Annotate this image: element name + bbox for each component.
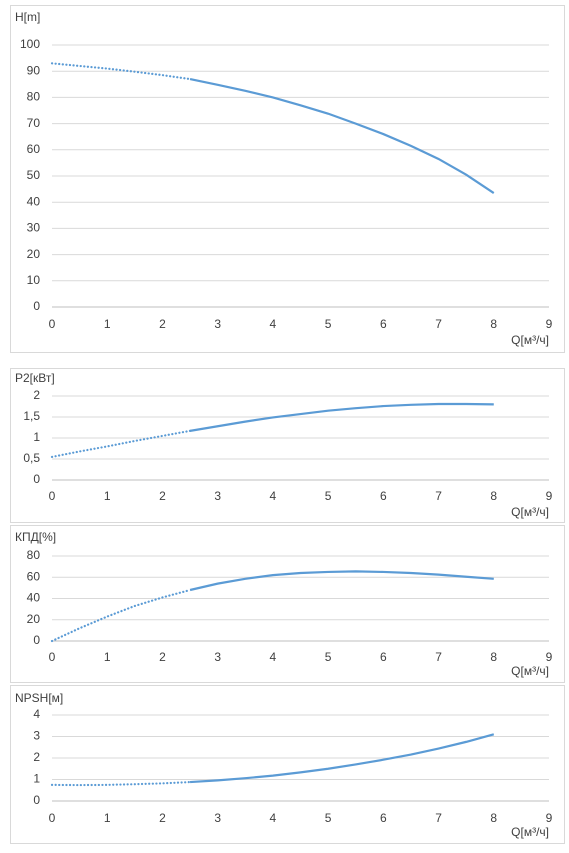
x-tick-label: 3	[214, 489, 221, 503]
x-tick-label: 1	[104, 811, 111, 825]
x-tick-label: 8	[490, 317, 497, 331]
x-tick-label: 9	[546, 811, 553, 825]
x-tick-label: 5	[325, 317, 332, 331]
x-tick-label: 4	[270, 650, 277, 664]
x-tick-label: 5	[325, 650, 332, 664]
x-tick-label: 0	[49, 811, 56, 825]
chart-title: H[m]	[15, 10, 40, 24]
y-tick-label: 40	[27, 194, 41, 208]
x-axis-label: Q[м³/ч]	[511, 505, 549, 519]
x-tick-label: 8	[490, 811, 497, 825]
y-tick-label: 10	[27, 273, 41, 287]
x-axis-label: Q[м³/ч]	[511, 333, 549, 347]
x-axis-label: Q[м³/ч]	[511, 664, 549, 678]
y-tick-label: 60	[27, 142, 41, 156]
y-tick-label: 80	[27, 90, 41, 104]
x-tick-label: 1	[104, 489, 111, 503]
x-tick-label: 7	[435, 317, 442, 331]
x-tick-label: 7	[435, 650, 442, 664]
x-tick-label: 4	[270, 317, 277, 331]
x-tick-label: 7	[435, 811, 442, 825]
x-tick-label: 5	[325, 811, 332, 825]
x-tick-label: 7	[435, 489, 442, 503]
curve	[50, 62, 192, 81]
x-tick-label: 9	[546, 489, 553, 503]
y-tick-label: 3	[33, 729, 40, 743]
y-tick-label: 1	[33, 430, 40, 444]
chart-title: P2[кВт]	[15, 371, 55, 385]
curve	[189, 402, 494, 432]
y-tick-label: 2	[33, 750, 40, 764]
chart-title: КПД[%]	[15, 530, 56, 544]
y-tick-label: 70	[27, 116, 41, 130]
x-tick-label: 4	[270, 489, 277, 503]
y-tick-label: 1	[33, 772, 40, 786]
x-tick-label: 8	[490, 489, 497, 503]
panel-border	[10, 5, 565, 353]
x-tick-label: 2	[159, 489, 166, 503]
panel-border	[10, 685, 565, 844]
x-tick-label: 2	[159, 317, 166, 331]
x-tick-label: 3	[214, 650, 221, 664]
y-tick-label: 1,5	[23, 409, 40, 423]
x-tick-label: 9	[546, 317, 553, 331]
curve	[50, 429, 192, 458]
y-tick-label: 0	[33, 472, 40, 486]
x-tick-label: 4	[270, 811, 277, 825]
panel-border	[10, 525, 565, 683]
x-tick-label: 0	[49, 650, 56, 664]
y-tick-label: 40	[27, 591, 41, 605]
y-tick-label: 60	[27, 569, 41, 583]
curve	[50, 780, 192, 787]
y-tick-label: 80	[27, 548, 41, 562]
chart-title: NPSH[м]	[15, 691, 63, 705]
y-tick-label: 4	[33, 707, 40, 721]
y-tick-label: 50	[27, 168, 41, 182]
y-tick-label: 0	[33, 793, 40, 807]
y-tick-label: 0,5	[23, 451, 40, 465]
y-tick-label: 0	[33, 633, 40, 647]
y-tick-label: 100	[20, 37, 40, 51]
x-tick-label: 0	[49, 489, 56, 503]
x-tick-label: 8	[490, 650, 497, 664]
x-tick-label: 2	[159, 650, 166, 664]
x-tick-label: 6	[380, 811, 387, 825]
y-tick-label: 20	[27, 612, 41, 626]
x-tick-label: 9	[546, 650, 553, 664]
curve	[189, 77, 495, 194]
x-tick-label: 6	[380, 317, 387, 331]
y-tick-label: 20	[27, 247, 41, 261]
y-tick-label: 2	[33, 388, 40, 402]
x-tick-label: 6	[380, 650, 387, 664]
x-axis-label: Q[м³/ч]	[511, 825, 549, 839]
panel-border	[10, 368, 565, 523]
y-tick-label: 90	[27, 63, 41, 77]
x-tick-label: 1	[104, 650, 111, 664]
curve	[189, 570, 494, 592]
y-tick-label: 30	[27, 221, 41, 235]
x-tick-label: 3	[214, 317, 221, 331]
x-tick-label: 5	[325, 489, 332, 503]
y-tick-label: 0	[33, 299, 40, 313]
curve	[50, 588, 192, 643]
x-tick-label: 2	[159, 811, 166, 825]
x-tick-label: 0	[49, 317, 56, 331]
curve	[189, 733, 495, 784]
x-tick-label: 6	[380, 489, 387, 503]
x-tick-label: 1	[104, 317, 111, 331]
x-tick-label: 3	[214, 811, 221, 825]
